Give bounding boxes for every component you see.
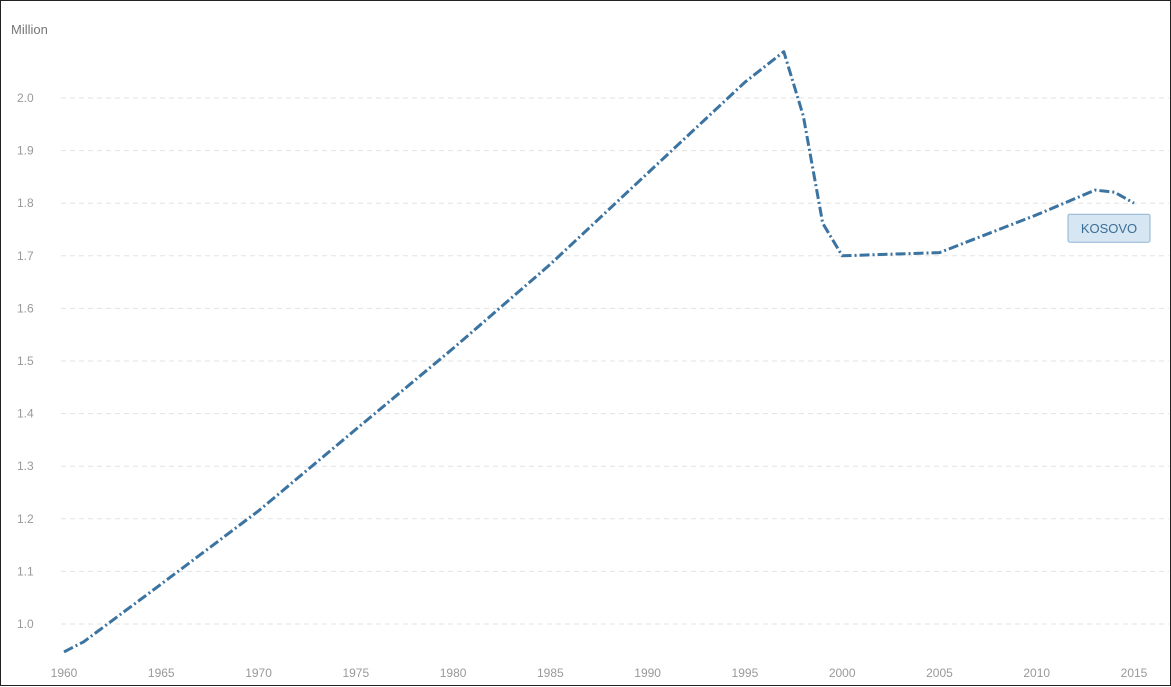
x-tick-label: 1995: [732, 666, 759, 680]
y-tick-label: 1.0: [17, 617, 34, 631]
y-tick-label: 1.9: [17, 144, 34, 158]
x-tick-label: 1980: [440, 666, 467, 680]
y-axis-ticks: 1.0 1.1 1.2 1.3 1.4 1.5 1.6 1.7 1.8 1.9 2.0: [17, 91, 34, 631]
grid-lines: [61, 97, 1169, 625]
y-axis-unit-label: Million: [11, 22, 48, 37]
y-tick-label: 1.6: [17, 301, 34, 315]
series-name-label: KOSOVO: [1081, 221, 1137, 236]
x-tick-label: 2010: [1023, 666, 1050, 680]
y-tick-label: 2.0: [17, 91, 34, 105]
series-name-tag-box: [1067, 213, 1151, 243]
x-tick-label: 1975: [342, 666, 369, 680]
series-line: [63, 50, 1135, 654]
x-tick-label: 1985: [537, 666, 564, 680]
x-tick-label: 1960: [51, 666, 78, 680]
y-tick-label: 1.3: [17, 459, 34, 473]
y-tick-label: 1.8: [17, 196, 34, 210]
y-tick-label: 1.7: [17, 249, 34, 263]
y-tick-label: 1.2: [17, 512, 34, 526]
y-tick-label: 1.5: [17, 354, 34, 368]
x-tick-label: 2015: [1121, 666, 1148, 680]
series-tags: KOSOVO: [1067, 213, 1151, 243]
y-tick-label: 1.4: [17, 407, 34, 421]
x-tick-label: 1965: [148, 666, 175, 680]
x-axis-ticks: 1960 1965 1970 1975 1980 1985 1990 1995 2000 2005…: [51, 666, 1148, 680]
y-tick-label: 1.1: [17, 564, 34, 578]
x-tick-label: 2005: [926, 666, 953, 680]
x-tick-label: 2000: [829, 666, 856, 680]
series-name-tag: KOSOVO: [1067, 213, 1151, 243]
series-lines: [63, 50, 1135, 654]
x-tick-label: 1990: [634, 666, 661, 680]
x-tick-label: 1970: [245, 666, 272, 680]
